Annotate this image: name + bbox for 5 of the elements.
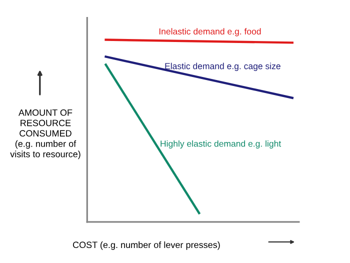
- series-label: Elastic demand e.g. cage size: [165, 62, 280, 71]
- series-label: Highly elastic demand e.g. light: [160, 140, 282, 148]
- series-label: Inelastic demand e.g. food: [159, 28, 261, 36]
- y-axis-title: AMOUNT OF RESOURCE CONSUMED (e.g. number of visits to resource): [10, 109, 80, 160]
- x-axis-title: COST (e.g. number of lever presses): [72, 241, 220, 250]
